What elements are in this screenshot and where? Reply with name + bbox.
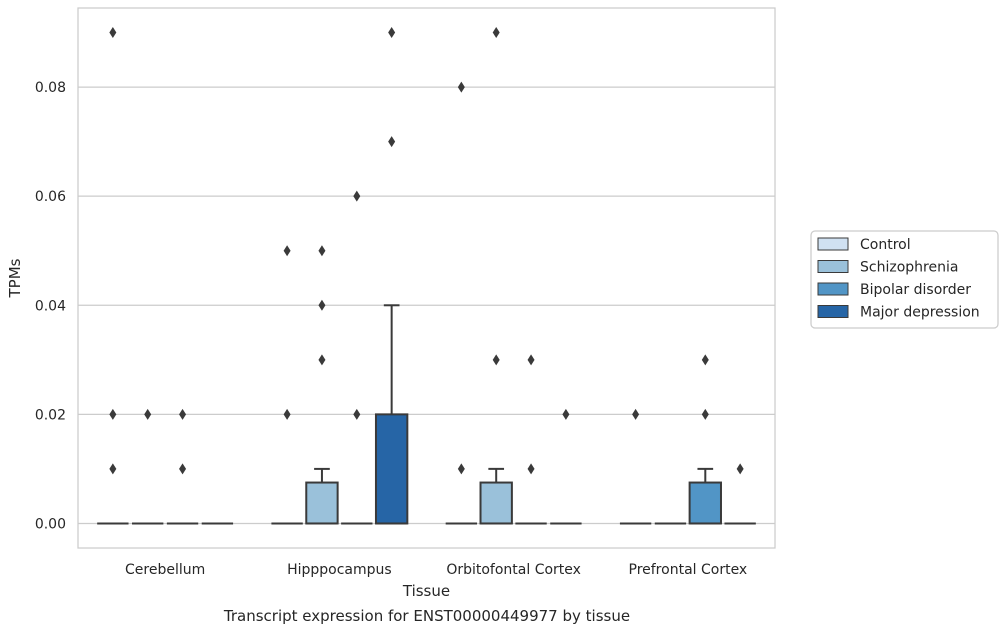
legend-label: Major depression [860, 305, 980, 321]
outlier-point [353, 408, 361, 420]
legend-frame [810, 230, 999, 329]
outlier-point [492, 27, 500, 39]
outlier-point [701, 354, 709, 366]
y-tick-label: 0.08 [35, 80, 66, 96]
outlier-point [492, 354, 500, 366]
x-tick-label: Hipppocampus [287, 562, 392, 578]
box-bipolar-disorder [515, 354, 547, 525]
outlier-point [109, 27, 117, 39]
box-body [688, 481, 722, 525]
plot-marks [97, 27, 756, 525]
outlier-point [353, 190, 361, 202]
legend-swatch [817, 237, 849, 251]
box-bipolar-disorder [688, 354, 722, 525]
outlier-point [318, 245, 326, 257]
outlier-point [109, 463, 117, 475]
y-tick-label: 0.06 [35, 189, 66, 205]
outlier-point [283, 245, 291, 257]
box-major-depression [550, 408, 582, 525]
box-schizophrenia [132, 408, 164, 525]
legend-swatch [817, 282, 849, 296]
box-body [374, 413, 409, 525]
legend-label: Schizophrenia [860, 260, 958, 276]
legend-swatch [817, 260, 849, 273]
y-tick-label: 0.02 [35, 407, 66, 423]
legend-label: Control [860, 237, 911, 253]
y-axis-title: TPMs [6, 258, 24, 298]
box-control [619, 408, 652, 525]
legend-label: Bipolar disorder [860, 282, 971, 298]
x-axis-title: Tissue [402, 582, 450, 600]
legend-swatch [817, 305, 849, 318]
outlier-point [318, 299, 326, 311]
chart-caption: Transcript expression for ENST0000044997… [223, 607, 630, 625]
outlier-point [527, 354, 535, 366]
outlier-point [318, 354, 326, 366]
box-schizophrenia [305, 245, 339, 525]
box-body [479, 481, 513, 525]
box-body [305, 481, 339, 525]
box-schizophrenia [479, 27, 513, 525]
outlier-point [179, 408, 187, 420]
x-tick-label: Prefrontal Cortex [629, 562, 748, 578]
box-control [271, 245, 303, 525]
outlier-point [736, 463, 744, 475]
plot-frame [77, 7, 776, 549]
outlier-point [632, 408, 640, 420]
outlier-point [109, 408, 117, 420]
outlier-point [179, 463, 187, 475]
box-bipolar-disorder [166, 408, 199, 525]
outlier-point [562, 408, 570, 420]
outlier-point [527, 463, 535, 475]
box-major-depression [724, 463, 756, 525]
y-axis: 0.00 0.02 0.04 0.06 0.08 [35, 80, 66, 532]
box-control [97, 27, 129, 525]
outlier-point [144, 408, 152, 420]
box-control [445, 81, 478, 525]
outlier-point [283, 408, 291, 420]
grid-lines [78, 86, 775, 525]
outlier-point [701, 408, 709, 420]
box-bipolar-disorder [341, 190, 373, 525]
box-major-depression [374, 27, 409, 525]
outlier-point [388, 27, 396, 39]
legend: Control Schizophrenia Bipolar disorder Majo… [810, 230, 999, 329]
outlier-point [388, 136, 396, 148]
x-tick-label: Cerebellum [125, 562, 205, 578]
outlier-point [457, 81, 465, 93]
outlier-point [457, 463, 465, 475]
x-axis: Cerebellum Hipppocampus Orbitofontal Corte… [125, 562, 747, 578]
y-tick-label: 0.00 [35, 516, 66, 532]
y-tick-label: 0.04 [35, 298, 66, 314]
x-tick-label: Orbitofontal Cortex [446, 562, 581, 578]
